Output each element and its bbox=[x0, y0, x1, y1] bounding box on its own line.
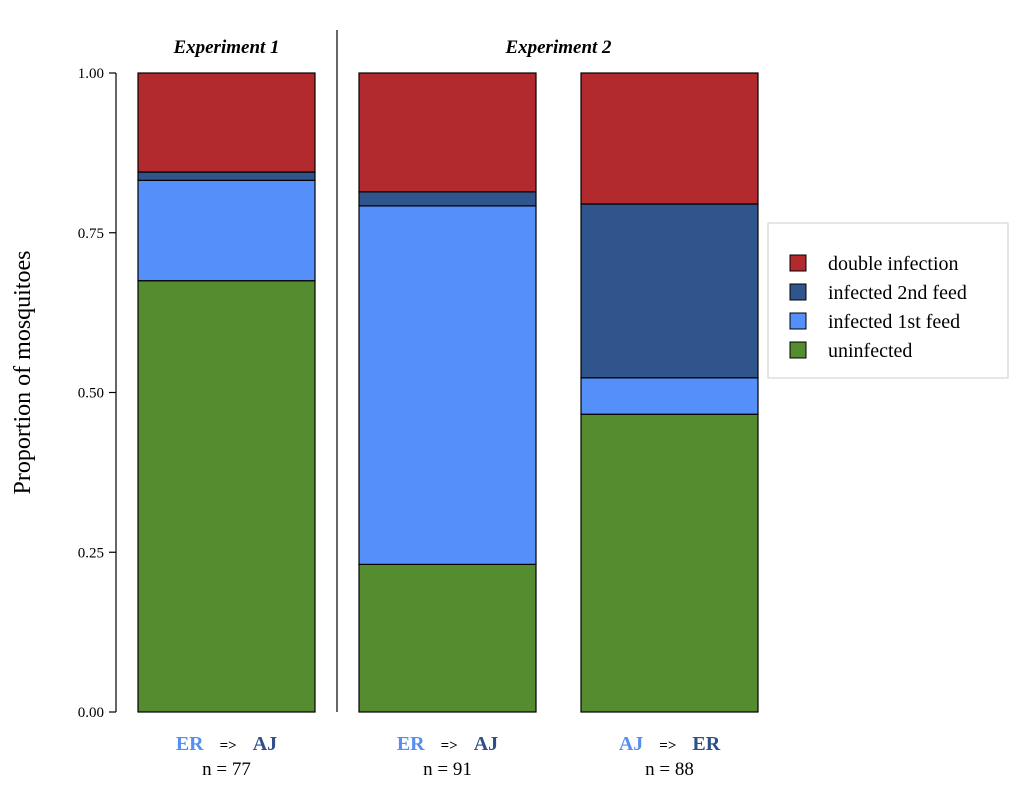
panel-title: Experiment 2 bbox=[504, 37, 612, 58]
x-sample-size: n = 91 bbox=[423, 759, 472, 780]
y-tick-label: 0.75 bbox=[78, 226, 104, 242]
x-category-label: AJ => ER bbox=[619, 733, 721, 755]
x-category-to: AJ bbox=[253, 733, 277, 755]
legend-swatch bbox=[789, 254, 807, 272]
y-tick-label: 0.25 bbox=[78, 545, 104, 561]
legend: double infection infected 2nd feed infecte… bbox=[767, 222, 1009, 379]
bar-segment-double-infection bbox=[137, 72, 316, 173]
bar-segment-infected-1st-feed bbox=[580, 377, 759, 415]
bar-segment-infected-2nd-feed bbox=[137, 171, 316, 181]
bar-segment-uninfected bbox=[580, 413, 759, 713]
x-category-arrow: => bbox=[659, 738, 676, 754]
legend-swatch bbox=[789, 341, 807, 359]
y-tick-label: 0.00 bbox=[78, 705, 104, 721]
x-category-to: ER bbox=[692, 733, 720, 755]
legend-label: uninfected bbox=[828, 340, 912, 362]
bar-segment-uninfected bbox=[358, 563, 537, 713]
x-sample-size: n = 88 bbox=[645, 759, 694, 780]
panel-title: Experiment 1 bbox=[172, 37, 279, 58]
axes: 0.00 0.25 0.50 0.75 1.00 Proportion of mosqui… bbox=[10, 30, 338, 721]
y-tick-label: 1.00 bbox=[78, 66, 104, 82]
y-tick-label: 0.50 bbox=[78, 386, 104, 402]
bar-segment-double-infection bbox=[358, 72, 537, 193]
x-category-arrow: => bbox=[441, 738, 458, 754]
legend-swatch bbox=[789, 312, 807, 330]
bar-segment-double-infection bbox=[580, 72, 759, 205]
bar-segment-infected-1st-feed bbox=[137, 179, 316, 282]
x-category-from: ER bbox=[397, 733, 425, 755]
x-category-from: AJ bbox=[619, 733, 643, 755]
x-category-from: ER bbox=[176, 733, 204, 755]
legend-label: infected 1st feed bbox=[828, 311, 960, 333]
x-category-to: AJ bbox=[474, 733, 498, 755]
x-sample-size: n = 77 bbox=[202, 759, 251, 780]
legend-label: double infection bbox=[828, 253, 959, 275]
y-axis-label: Proportion of mosquitoes bbox=[10, 251, 36, 495]
x-category-label: ER => AJ bbox=[176, 733, 277, 755]
bar-segment-uninfected bbox=[137, 280, 316, 713]
bar-segment-infected-2nd-feed bbox=[358, 191, 537, 207]
bars bbox=[137, 72, 759, 713]
legend-label: infected 2nd feed bbox=[828, 282, 967, 304]
x-category-label: ER => AJ bbox=[397, 733, 498, 755]
legend-box bbox=[767, 222, 1009, 379]
legend-swatch bbox=[789, 283, 807, 301]
x-category-arrow: => bbox=[220, 738, 237, 754]
bar-segment-infected-2nd-feed bbox=[580, 203, 759, 379]
bar-segment-infected-1st-feed bbox=[358, 205, 537, 565]
